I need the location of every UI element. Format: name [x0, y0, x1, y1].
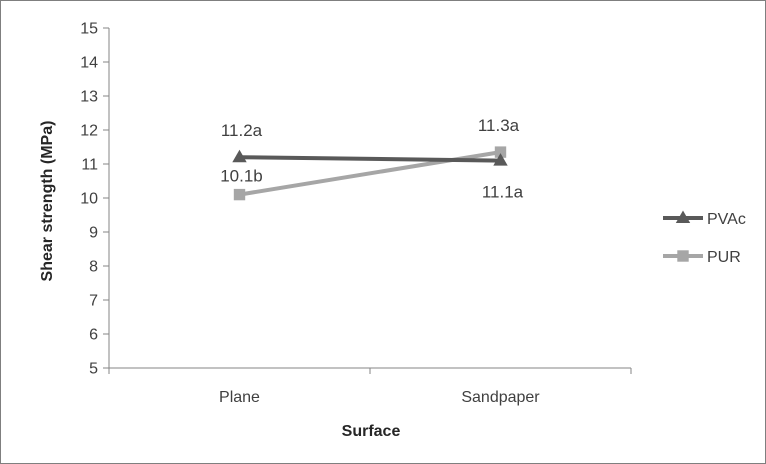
y-axis-title: Shear strength (MPa) [39, 121, 56, 282]
y-tick-label: 6 [89, 327, 98, 344]
y-tick-label: 13 [80, 89, 98, 106]
marker-pur [494, 146, 507, 158]
legend-marker-pur [677, 250, 689, 262]
y-tick-label: 9 [89, 225, 98, 242]
x-axis-title: Surface [342, 423, 401, 440]
data-label-pvac: 11.2a [221, 121, 263, 140]
y-tick-label: 7 [89, 293, 98, 310]
y-tick-label: 5 [89, 361, 98, 378]
x-tick-label: Sandpaper [461, 389, 540, 406]
data-label-pvac: 11.1a [482, 183, 524, 202]
data-label-pur: 10.1b [220, 167, 263, 186]
marker-pvac [493, 153, 508, 166]
y-tick-label: 15 [80, 21, 98, 38]
legend: PVAc PUR [663, 210, 746, 266]
legend-label-pvac: PVAc [707, 211, 746, 228]
y-tick-label: 8 [89, 259, 98, 276]
data-label-pur: 11.3a [478, 116, 520, 135]
series-layer [232, 146, 508, 201]
y-tick-label: 14 [80, 55, 98, 72]
y-tick-label: 12 [80, 123, 98, 140]
x-tick-label: Plane [219, 389, 260, 406]
data-labels: 11.2a 11.1a 10.1b 11.3a [220, 116, 523, 202]
series-line-pvac [239, 155, 501, 163]
legend-marker-pvac [675, 210, 691, 224]
y-tick-label: 11 [81, 157, 98, 174]
marker-pvac [232, 149, 247, 163]
marker-pur [233, 188, 246, 201]
y-tick-label: 10 [80, 191, 98, 208]
axes: 5 6 7 8 9 10 11 12 13 14 15 Plane Sandpaper [80, 21, 632, 406]
legend-label-pur: PUR [707, 249, 741, 266]
